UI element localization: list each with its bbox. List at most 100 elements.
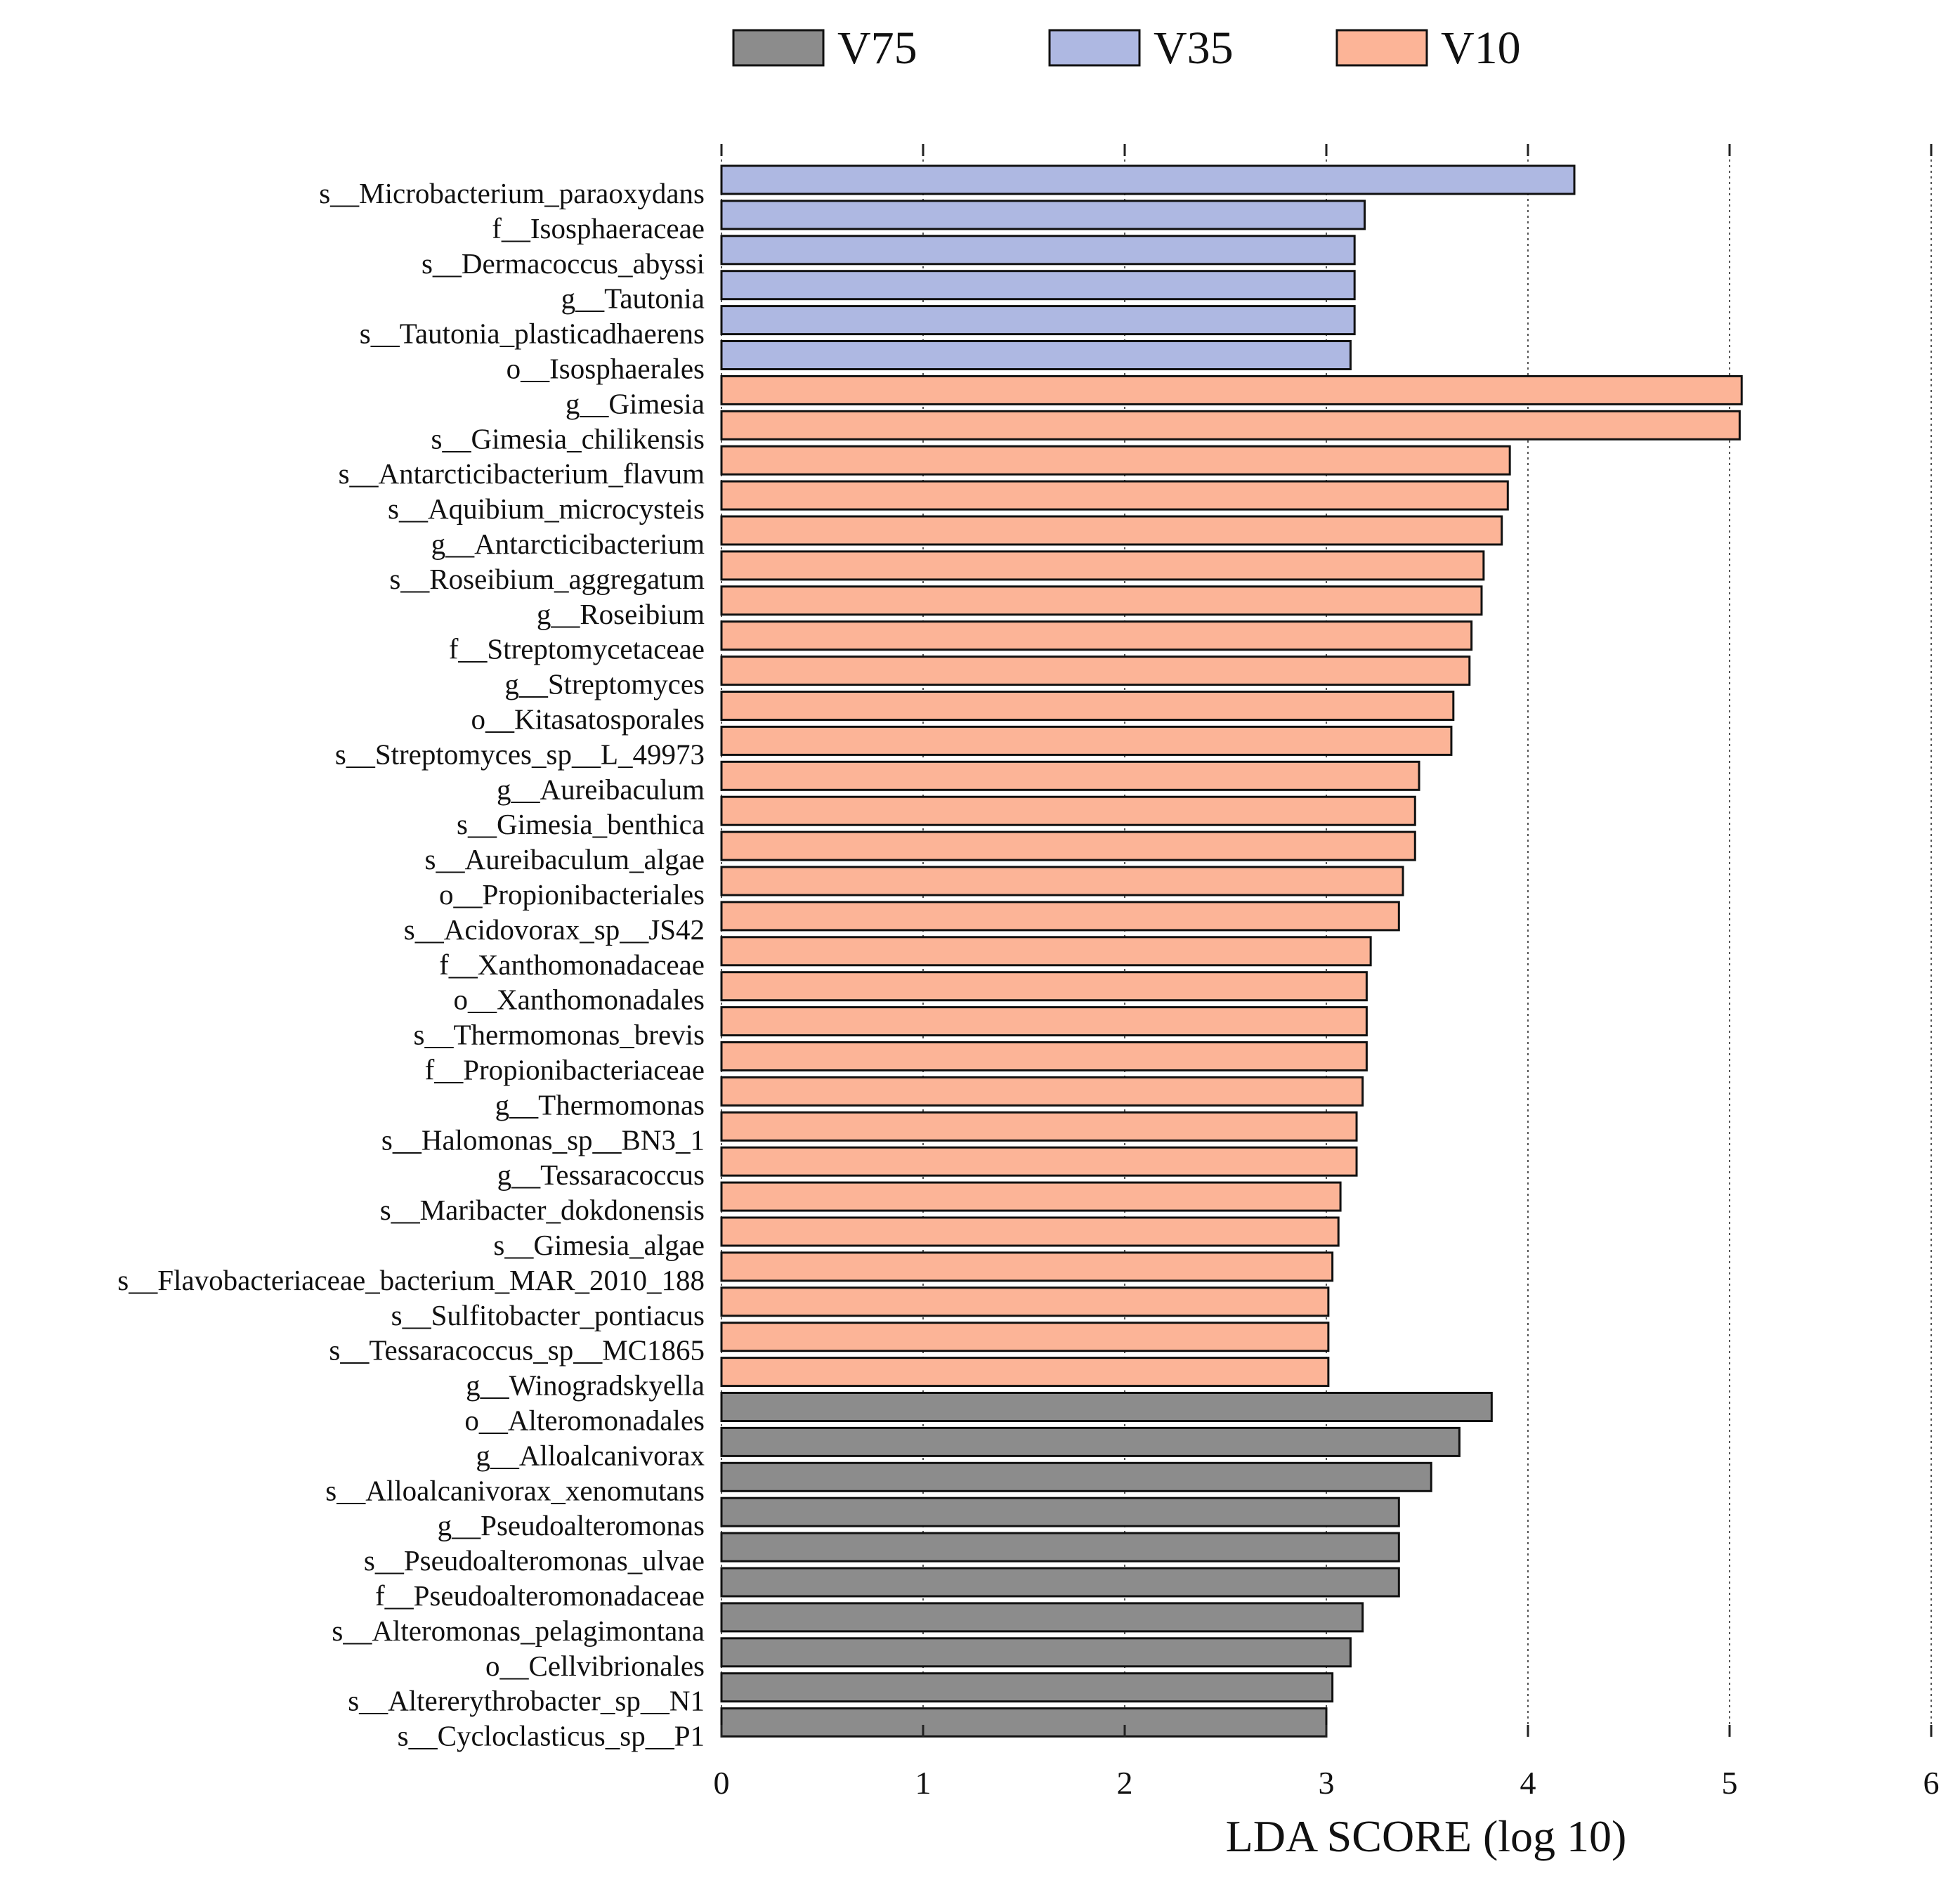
category-labels: s__Microbacterium_paraoxydansf__Isosphae… bbox=[117, 177, 705, 1752]
legend: V75 V35 V10 bbox=[732, 22, 1521, 74]
bar bbox=[720, 1461, 1432, 1492]
category-label: o__Propionibacteriales bbox=[439, 878, 705, 911]
bar bbox=[720, 725, 1453, 756]
bar bbox=[720, 410, 1741, 441]
legend-swatch-v35 bbox=[1048, 29, 1141, 67]
category-label: f__Streptomycetaceae bbox=[449, 633, 705, 665]
category-label: s__Maribacter_dokdonensis bbox=[380, 1194, 705, 1226]
bar bbox=[720, 1392, 1493, 1422]
x-tick-label: 0 bbox=[714, 1765, 730, 1801]
category-label: g__Antarcticibacterium bbox=[431, 528, 705, 560]
category-label: g__Pseudoalteromonas bbox=[438, 1509, 705, 1541]
bar bbox=[720, 1111, 1358, 1142]
category-label: s__Alloalcanivorax_xenomutans bbox=[325, 1474, 705, 1506]
legend-label-v75: V75 bbox=[837, 22, 917, 74]
category-label: s__Alteromonas_pelagimontana bbox=[332, 1615, 705, 1647]
category-label: o__Alteromonadales bbox=[464, 1404, 705, 1437]
category-label: o__Cellvibrionales bbox=[485, 1650, 705, 1682]
x-tick-label: 2 bbox=[1117, 1765, 1133, 1801]
bar bbox=[720, 866, 1404, 896]
category-label: s__Dermacoccus_abyssi bbox=[422, 247, 705, 280]
bar bbox=[720, 1707, 1328, 1738]
category-label: g__Tessaracoccus bbox=[497, 1159, 705, 1191]
category-label: s__Aureibaculum_algae bbox=[425, 843, 705, 875]
bar bbox=[720, 305, 1356, 336]
category-label: g__Streptomyces bbox=[504, 668, 705, 700]
bar bbox=[720, 795, 1416, 826]
legend-swatch-v75 bbox=[732, 29, 825, 67]
bar bbox=[720, 235, 1356, 266]
category-label: g__Alloalcanivorax bbox=[476, 1439, 705, 1471]
category-label: o__Isosphaerales bbox=[507, 353, 705, 385]
x-tick-label: 6 bbox=[1923, 1765, 1940, 1801]
bar bbox=[720, 1357, 1330, 1388]
category-label: s__Tessaracoccus_sp__MC1865 bbox=[329, 1334, 705, 1367]
bar bbox=[720, 270, 1356, 301]
bar bbox=[720, 164, 1576, 195]
bar bbox=[720, 200, 1366, 230]
category-label: f__Pseudoalteromonadaceae bbox=[375, 1579, 705, 1612]
bar bbox=[720, 340, 1352, 370]
category-label: s__Sulfitobacter_pontiacus bbox=[391, 1299, 705, 1331]
category-label: s__Tautonia_plasticadhaerens bbox=[360, 318, 705, 350]
bar bbox=[720, 1006, 1368, 1037]
category-label: s__Acidovorax_sp__JS42 bbox=[404, 913, 705, 946]
bar bbox=[720, 1251, 1334, 1282]
x-tick-label: 5 bbox=[1722, 1765, 1738, 1801]
bar bbox=[720, 480, 1509, 511]
category-label: s__Microbacterium_paraoxydans bbox=[319, 177, 705, 209]
category-label: s__Roseibium_aggregatum bbox=[389, 563, 705, 595]
legend-label-v35: V35 bbox=[1154, 22, 1234, 74]
category-label: o__Xanthomonadales bbox=[453, 984, 705, 1016]
x-tick-label: 1 bbox=[915, 1765, 932, 1801]
bar bbox=[720, 760, 1420, 791]
category-label: o__Kitasatosporales bbox=[471, 703, 705, 736]
category-label: g__Gimesia bbox=[566, 387, 705, 419]
category-label: g__Aureibaculum bbox=[497, 773, 705, 805]
bar bbox=[720, 1216, 1340, 1247]
category-label: s__Altererythrobacter_sp__N1 bbox=[348, 1685, 705, 1717]
bar bbox=[720, 1532, 1400, 1563]
category-label: s__Streptomyces_sp__L_49973 bbox=[335, 738, 705, 770]
bar bbox=[720, 1496, 1400, 1527]
legend-swatch-v10 bbox=[1335, 29, 1428, 67]
x-axis-title: LDA SCORE (log 10) bbox=[1226, 1811, 1627, 1861]
bar bbox=[720, 1041, 1368, 1071]
category-label: s__Gimesia_chilikensis bbox=[431, 422, 705, 455]
bar bbox=[720, 620, 1473, 651]
bar bbox=[720, 1567, 1400, 1598]
bar bbox=[720, 936, 1372, 967]
bar bbox=[720, 1426, 1461, 1457]
bar bbox=[720, 1181, 1342, 1212]
category-label: g__Roseibium bbox=[537, 598, 705, 630]
bar bbox=[720, 1672, 1334, 1703]
bar bbox=[720, 971, 1368, 1002]
bar bbox=[720, 1146, 1358, 1177]
category-label: s__Cycloclasticus_sp__P1 bbox=[398, 1720, 705, 1752]
x-tick-label: 3 bbox=[1319, 1765, 1335, 1801]
category-label: f__Xanthomonadaceae bbox=[439, 948, 705, 981]
bar bbox=[720, 1076, 1364, 1107]
bar bbox=[720, 1602, 1364, 1633]
bar bbox=[720, 445, 1511, 476]
bar bbox=[720, 1637, 1352, 1668]
category-label: g__Thermomonas bbox=[495, 1088, 705, 1121]
bar bbox=[720, 656, 1471, 686]
bars bbox=[720, 164, 1743, 1738]
bar bbox=[720, 1286, 1330, 1317]
x-axis: 0 1 2 3 4 5 6 bbox=[714, 144, 1940, 1801]
category-label: s__Pseudoalteromonas_ulvae bbox=[364, 1544, 705, 1577]
bar bbox=[720, 1322, 1330, 1352]
legend-label-v10: V10 bbox=[1441, 22, 1521, 74]
bar bbox=[720, 901, 1400, 932]
bar bbox=[720, 691, 1455, 721]
bar bbox=[720, 550, 1485, 581]
bar bbox=[720, 585, 1483, 616]
bar bbox=[720, 374, 1743, 405]
category-label: f__Propionibacteriaceae bbox=[425, 1054, 705, 1086]
x-tick-label: 4 bbox=[1520, 1765, 1536, 1801]
category-label: s__Flavobacteriaceae_bacterium_MAR_2010_… bbox=[117, 1264, 705, 1296]
category-label: g__Tautonia bbox=[561, 282, 705, 315]
category-label: g__Winogradskyella bbox=[466, 1369, 705, 1402]
